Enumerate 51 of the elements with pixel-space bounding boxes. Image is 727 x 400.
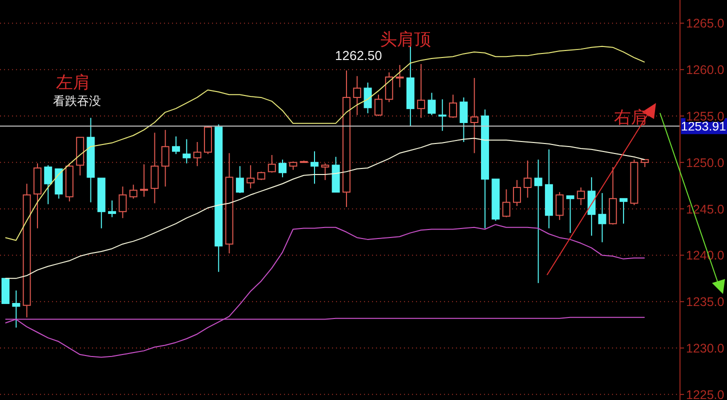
- candlestick: [161, 129, 170, 188]
- y-tick-label: 1235.0: [686, 295, 724, 310]
- y-tick-label: 1230.0: [686, 341, 724, 356]
- annotation: 右肩: [614, 108, 648, 128]
- candlestick: [556, 192, 564, 220]
- candlestick: [576, 186, 585, 206]
- y-tick-label: 1225.0: [686, 388, 724, 400]
- candlestick: [428, 92, 436, 116]
- candlestick: [44, 164, 52, 205]
- candlestick: [620, 198, 628, 224]
- candlestick: [172, 136, 180, 155]
- candlestick: [438, 98, 446, 132]
- candlestick: [512, 180, 521, 207]
- line-series: [4, 46, 646, 241]
- candlestick: [129, 184, 138, 200]
- candlestick: [193, 141, 202, 167]
- annotation: 看跌吞没: [53, 94, 101, 108]
- annotation: 1262.50: [335, 48, 382, 64]
- candlestick: [598, 192, 606, 243]
- candlestick: [588, 176, 596, 236]
- candlestick: [502, 188, 510, 218]
- annotation: 头肩顶: [380, 30, 431, 50]
- candlestick: [268, 154, 276, 174]
- candlestick: [236, 166, 244, 194]
- candlestick: [12, 290, 20, 328]
- candlestick: [108, 200, 116, 218]
- candlestick: [246, 164, 255, 189]
- candlestick: [470, 77, 478, 154]
- candlestick: [182, 138, 191, 164]
- candlestick: [140, 164, 148, 198]
- candlestick: [374, 94, 382, 117]
- candlestick: [396, 64, 404, 88]
- candlestick: [310, 150, 319, 184]
- candlestick: [417, 64, 426, 118]
- candlestick: [534, 159, 542, 284]
- line-series: [4, 224, 646, 358]
- candlestick: [278, 159, 287, 178]
- y-tick-label: 1260.0: [686, 63, 724, 78]
- candlestick: [150, 132, 159, 204]
- candlestick: [364, 82, 372, 114]
- candlestick: [353, 76, 362, 116]
- candlestick: [449, 94, 458, 118]
- candlestick: [321, 162, 330, 181]
- candlestick: [524, 160, 532, 198]
- candlestick: [566, 195, 574, 234]
- annotation: 左肩: [56, 73, 90, 93]
- candlestick: [385, 72, 394, 103]
- y-tick-label: 1250.0: [686, 156, 724, 170]
- y-tick-label: 1265.0: [686, 16, 724, 31]
- candlestick: [460, 96, 468, 142]
- candlestick: [118, 186, 127, 219]
